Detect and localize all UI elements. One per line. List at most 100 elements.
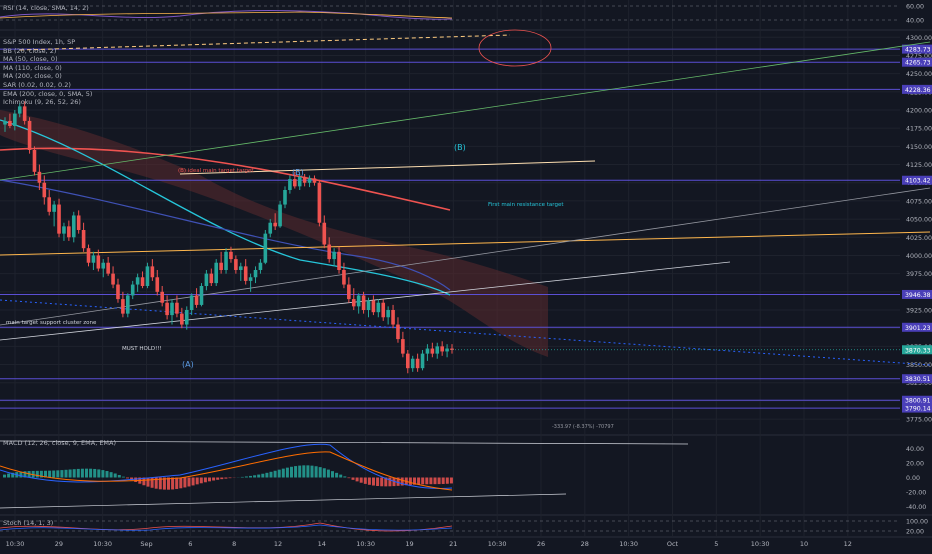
candle-body bbox=[67, 226, 71, 237]
time-label: 5 bbox=[714, 540, 718, 548]
candle-body bbox=[264, 234, 268, 263]
macd-histogram-bar bbox=[65, 470, 68, 478]
candle-body bbox=[180, 314, 184, 325]
time-label: 29 bbox=[55, 540, 63, 548]
price-tick-label: 4300.00 bbox=[906, 35, 932, 42]
candle-body bbox=[322, 223, 326, 245]
macd-histogram-bar bbox=[302, 465, 305, 477]
candle-body bbox=[303, 177, 307, 183]
candle-body bbox=[416, 359, 420, 368]
candle-body bbox=[205, 274, 209, 286]
stoch-pane-label[interactable]: Stoch (14, 1, 3) bbox=[3, 519, 53, 527]
candle-body bbox=[190, 295, 194, 310]
candle-body bbox=[106, 263, 110, 274]
price-tick-label: 4050.00 bbox=[906, 217, 932, 224]
macd-histogram-bar bbox=[77, 469, 80, 478]
macd-histogram-bar bbox=[265, 473, 268, 478]
macd-histogram-bar bbox=[257, 475, 260, 478]
macd-pane-label[interactable]: MACD (12, 26, close, 9, EMA, EMA) bbox=[3, 439, 116, 447]
macd-tick-label: -20.00 bbox=[906, 489, 926, 496]
macd-histogram-bar bbox=[85, 469, 88, 478]
candle-body bbox=[406, 354, 410, 369]
price-level-label: 3830.51 bbox=[905, 376, 931, 383]
time-label: 8 bbox=[232, 540, 236, 548]
macd-histogram-bar bbox=[347, 478, 350, 479]
time-label: Sep bbox=[140, 540, 152, 548]
candle-body bbox=[386, 310, 390, 317]
macd-tick-label: 20.00 bbox=[906, 461, 924, 468]
price-tick-label: 4175.00 bbox=[906, 126, 932, 133]
time-label: 10:30 bbox=[619, 540, 638, 548]
candle-body bbox=[72, 215, 76, 237]
macd-histogram-bar bbox=[417, 478, 420, 485]
candle-body bbox=[372, 301, 376, 313]
candle-body bbox=[377, 303, 381, 312]
macd-histogram-bar bbox=[7, 474, 10, 478]
candle-body bbox=[327, 245, 331, 260]
candle-body bbox=[298, 177, 302, 186]
candle-body bbox=[52, 205, 56, 212]
macd-histogram-bar bbox=[36, 471, 39, 478]
macd-histogram-bar bbox=[429, 478, 432, 485]
candle-body bbox=[195, 295, 199, 304]
candle-body bbox=[87, 248, 91, 263]
macd-histogram-bar bbox=[282, 469, 285, 478]
candle-body bbox=[165, 303, 169, 315]
candle-body bbox=[426, 349, 430, 354]
time-label: 26 bbox=[537, 540, 545, 548]
candle-body bbox=[126, 295, 130, 313]
macd-histogram-bar bbox=[253, 475, 256, 477]
stoch-tick-label: 100.00 bbox=[906, 519, 928, 526]
rsi-tick-label: 40.00 bbox=[906, 18, 924, 25]
price-level-label: 4228.36 bbox=[905, 87, 931, 94]
time-label: 10 bbox=[800, 540, 808, 548]
time-label: 6 bbox=[188, 540, 192, 548]
macd-histogram-bar bbox=[171, 478, 174, 490]
candle-body bbox=[77, 215, 81, 230]
macd-histogram-bar bbox=[118, 475, 121, 477]
macd-histogram-bar bbox=[224, 478, 227, 479]
macd-histogram-bar bbox=[126, 478, 129, 479]
macd-histogram-bar bbox=[450, 478, 453, 484]
candle-body bbox=[13, 114, 17, 126]
candle-body bbox=[82, 230, 86, 248]
macd-histogram-bar bbox=[134, 478, 137, 482]
price-tick-label: 4200.00 bbox=[906, 108, 932, 115]
macd-histogram-bar bbox=[331, 471, 334, 477]
candle-body bbox=[160, 292, 164, 303]
macd-histogram-bar bbox=[319, 467, 322, 477]
time-label: 10:30 bbox=[93, 540, 112, 548]
candle-body bbox=[38, 172, 42, 183]
macd-histogram-bar bbox=[93, 469, 96, 478]
candle-body bbox=[396, 325, 400, 340]
candle-body bbox=[219, 263, 223, 270]
candle-body bbox=[175, 303, 179, 314]
price-tick-label: 4150.00 bbox=[906, 144, 932, 151]
candle-body bbox=[210, 274, 214, 283]
macd-histogram-bar bbox=[122, 477, 125, 478]
macd-histogram-bar bbox=[311, 466, 314, 478]
candle-body bbox=[92, 255, 96, 262]
macd-histogram-bar bbox=[101, 470, 104, 477]
candle-body bbox=[18, 106, 22, 113]
time-label: 12 bbox=[274, 540, 282, 548]
candle-body bbox=[111, 274, 115, 285]
candle-body bbox=[352, 299, 356, 306]
macd-histogram-bar bbox=[229, 478, 232, 479]
macd-histogram-bar bbox=[434, 478, 437, 485]
candle-body bbox=[234, 259, 238, 270]
candle-body bbox=[239, 266, 243, 270]
macd-histogram-bar bbox=[179, 478, 182, 489]
macd-histogram-bar bbox=[323, 468, 326, 477]
macd-histogram-bar bbox=[372, 478, 375, 486]
candle-body bbox=[141, 277, 145, 286]
candle-body bbox=[445, 349, 449, 352]
macd-histogram-bar bbox=[106, 471, 109, 477]
candle-body bbox=[47, 197, 51, 212]
rsi-pane-label[interactable]: RSI (14, close, SMA, 14, 2) bbox=[3, 4, 89, 12]
macd-histogram-bar bbox=[60, 470, 63, 477]
time-label: 10:30 bbox=[356, 540, 375, 548]
macd-histogram-bar bbox=[208, 478, 211, 482]
